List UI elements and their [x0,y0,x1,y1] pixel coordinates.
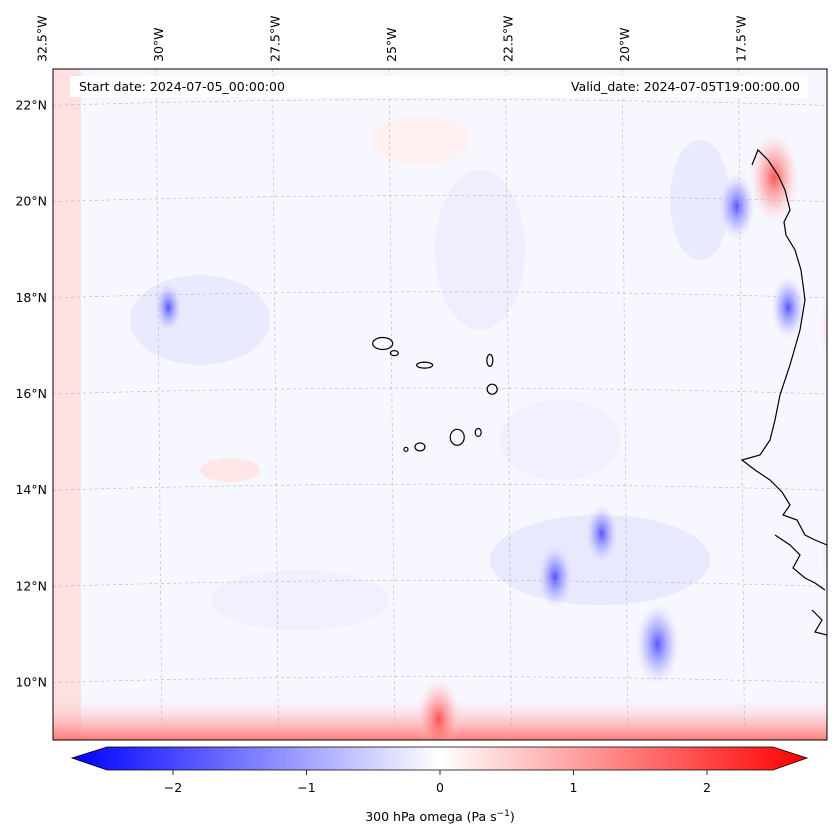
colorbar-tick-label: 0 [436,780,444,795]
field-patch [200,458,260,482]
lat-tick-label: 20°N [15,194,47,209]
colorbar-body [70,746,809,771]
descent-anomaly [770,275,806,340]
lat-tick-label: 18°N [15,290,47,305]
lat-tick-label: 16°N [15,386,47,401]
lon-gridline [738,69,745,740]
west-boundary-band [53,69,81,740]
ascent-anomaly [749,131,800,224]
lat-gridline [53,195,827,202]
field-patch [130,275,270,365]
lat-tick-label: 22°N [15,97,47,112]
lat-tick-label: 10°N [15,675,47,690]
lon-tick-label: 20°W [617,27,632,62]
title-box-background [70,76,808,97]
descent-anomaly [635,602,681,686]
lon-gridline [621,69,629,740]
field-patch [370,115,470,165]
field-patch [500,400,620,480]
island-outline [389,350,399,357]
descent-anomaly [537,544,573,610]
colorbar-tick-label: −2 [164,780,182,795]
colorbar: −2 −1 0 1 2 300 hPa omega (Pa s−1) [70,746,809,824]
gridlines [40,69,827,740]
colorbar-tick-label: −1 [297,780,315,795]
island-outline [486,353,494,367]
ascent-anomaly [818,288,827,366]
lon-tick-label: 25°W [384,27,399,62]
colorbar-label: 300 hPa omega (Pa s−1) [365,809,515,824]
field-patch [210,570,390,630]
descent-anomaly [154,282,182,333]
lon-gridline [505,69,512,740]
guinea-coastline [774,534,827,636]
lat-gridline [53,483,827,491]
map-panel [12,68,828,741]
descent-anomaly [585,503,618,564]
lat-gridline [53,291,827,299]
lon-tick-label: 27.5°W [268,16,283,62]
lon-tick-label: 17.5°W [734,16,749,62]
island-outline [403,446,409,452]
colorbar-ticks: −2 −1 0 1 2 [164,770,711,795]
lon-tick-label: 32.5°W [35,16,50,62]
colorbar-tick-label: 1 [570,780,578,795]
lon-gridline [272,69,279,740]
start-date-label: Start date: 2024-07-05_00:00:00 [79,79,285,94]
longitude-labels: 32.5°W 30°W 27.5°W 25°W 22.5°W 20°W 17.5°W [35,16,749,62]
lon-gridline [40,69,46,740]
island-outline [449,428,465,446]
lat-gridline [53,580,827,587]
lon-gridline [388,69,396,740]
lat-gridline [53,387,827,395]
field-patch [670,140,730,260]
lat-gridline [53,676,827,683]
island-outline [372,336,394,351]
lat-tick-label: 12°N [15,578,47,593]
ascent-anomaly [12,316,44,376]
latitude-labels: 10°N 12°N 14°N 16°N 18°N 20°N 22°N [15,97,47,689]
descent-anomaly [718,171,756,241]
lat-gridline [53,99,827,106]
colorbar-tick-label: 2 [703,780,711,795]
map-frame [52,68,828,741]
island-outline [474,427,482,438]
lat-tick-label: 14°N [15,482,47,497]
lon-tick-label: 30°W [151,27,166,62]
island-outline [486,383,498,395]
ascent-anomaly [416,677,461,740]
island-outline [416,361,434,369]
island-outline [414,442,426,452]
africa-coastline [740,148,827,546]
cape-verde-islands [372,336,498,452]
lon-tick-label: 22.5°W [501,16,516,62]
coastlines [740,148,827,636]
field-patch [435,170,525,330]
lon-gridline [155,69,163,740]
valid-date-label: Valid_date: 2024-07-05T19:00:00.00 [571,79,800,94]
